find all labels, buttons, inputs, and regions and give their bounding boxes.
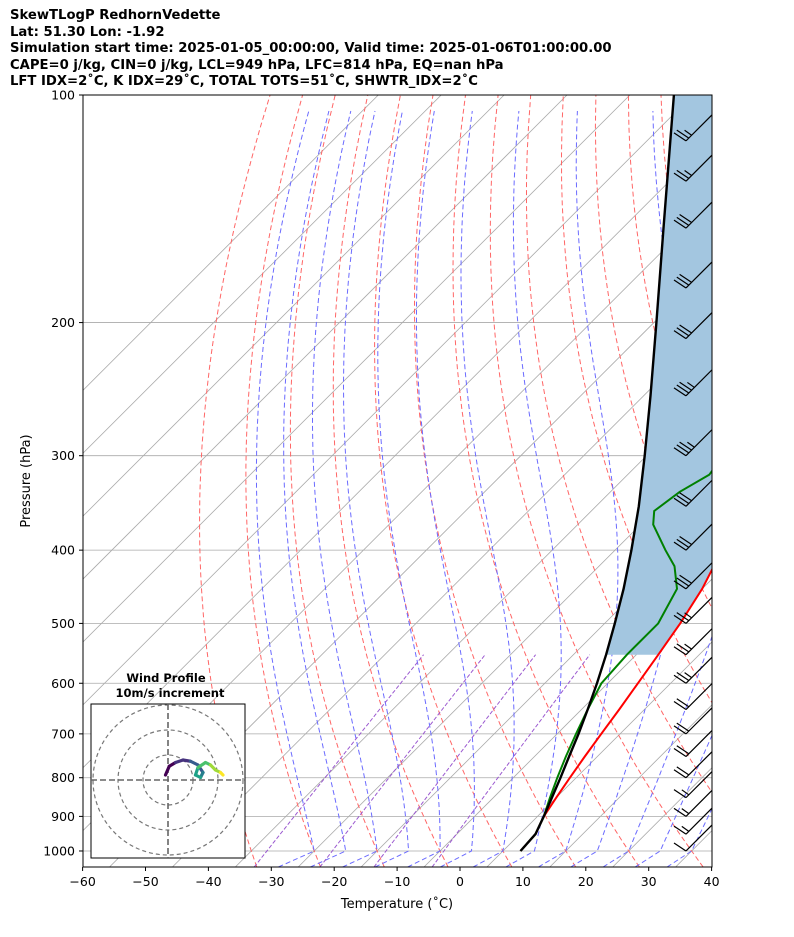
x-tick-label: 30	[641, 874, 657, 889]
wind-barb	[673, 479, 712, 507]
wind-barb	[673, 729, 712, 758]
time-line: Simulation start time: 2025-01-05_00:00:…	[10, 41, 612, 56]
wind-barb	[673, 596, 712, 624]
y-tick-label: 1000	[43, 843, 75, 858]
moist-adiabat	[255, 110, 315, 867]
dry-adiabat	[489, 95, 704, 867]
wind-barb	[673, 682, 712, 711]
x-tick-label: −10	[384, 874, 410, 889]
isotherm-line	[297, 452, 712, 867]
y-axis-label: Pressure (hPa)	[19, 434, 34, 527]
isotherm-line	[83, 95, 694, 706]
mixing-ratio-line	[253, 654, 424, 867]
y-tick-label: 900	[51, 809, 75, 824]
parcel-line	[519, 95, 676, 852]
chart-header: SkewTLogP RedhornVedette Lat: 51.30 Lon:…	[10, 8, 612, 91]
y-tick-label: 300	[51, 448, 75, 463]
isotherm-line	[83, 95, 631, 643]
wind-barb	[673, 114, 712, 142]
indices-line-1: CAPE=0 j/kg, CIN=0 j/kg, LCL=949 hPa, LF…	[10, 57, 504, 73]
wind-barb	[673, 523, 712, 551]
wind-barb	[673, 368, 712, 397]
y-tick-label: 700	[51, 726, 75, 741]
dry-adiabat	[560, 95, 712, 704]
dry-adiabat	[374, 95, 513, 867]
wind-barb	[673, 707, 712, 735]
dry-adiabat	[452, 95, 640, 867]
wind-barb	[673, 261, 712, 289]
wind-barb	[673, 789, 712, 817]
y-tick-label: 400	[51, 543, 75, 558]
mixing-ratio-line	[431, 654, 591, 867]
temperature-line	[519, 567, 712, 852]
moist-adiabat	[343, 110, 410, 867]
wind-barb	[673, 656, 712, 684]
y-tick-label: 800	[51, 770, 75, 785]
dry-adiabat	[526, 95, 712, 794]
wind-barb	[684, 95, 687, 96]
y-tick-label: 600	[51, 676, 75, 691]
isotherm-line	[235, 389, 712, 867]
y-tick-label: 200	[51, 315, 75, 330]
moist-adiabat	[460, 110, 515, 867]
cape-shading	[606, 95, 712, 655]
isotherm-line	[486, 641, 712, 867]
mixing-ratio-line	[373, 654, 536, 867]
moist-adiabat	[505, 110, 562, 867]
isotherm-line	[739, 95, 794, 867]
x-tick-label: 20	[578, 874, 594, 889]
wind-barb	[673, 770, 712, 799]
chart-title: SkewTLogP RedhornVedette	[10, 8, 221, 23]
dewpoint-line	[519, 469, 712, 852]
y-tick-label: 500	[51, 616, 75, 631]
dry-adiabat	[759, 95, 794, 867]
isotherm-line	[360, 515, 712, 867]
x-tick-label: −50	[132, 874, 158, 889]
mixing-ratio-line	[319, 654, 486, 867]
moist-adiabat	[377, 110, 441, 867]
dry-adiabat	[332, 95, 449, 867]
wind-barb	[673, 311, 712, 340]
indices-line-2: LFT IDX=2˚C, K IDX=29˚C, TOTAL TOTS=51˚C…	[10, 74, 478, 89]
x-tick-label: −30	[258, 874, 284, 889]
dry-adiabat	[245, 95, 322, 867]
y-tick-label: 100	[51, 88, 75, 103]
location-line: Lat: 51.30 Lon: -1.92	[10, 24, 165, 40]
isotherm-line	[83, 95, 442, 454]
wind-barb	[673, 750, 712, 779]
x-tick-label: −20	[321, 874, 347, 889]
wind-barb	[673, 154, 712, 182]
moist-adiabat	[416, 110, 475, 867]
wind-barb	[673, 428, 712, 457]
x-axis-label: Temperature (˚C)	[340, 896, 453, 912]
wind-barb	[673, 627, 712, 656]
dry-adiabat	[413, 95, 577, 867]
isotherm-line	[83, 95, 505, 517]
isotherm-line	[172, 326, 712, 867]
inset-subtitle: 10m/s increment	[116, 686, 225, 700]
isotherm-line	[549, 704, 712, 867]
moist-adiabat	[283, 110, 347, 867]
moist-adiabat	[312, 110, 378, 867]
inset-title: Wind Profile	[126, 671, 206, 685]
isotherm-line	[83, 95, 379, 391]
hodograph-segment	[218, 770, 225, 777]
x-tick-label: −40	[195, 874, 221, 889]
wind-barb	[673, 807, 712, 835]
x-tick-label: 10	[515, 874, 531, 889]
wind-barb	[673, 201, 712, 229]
x-tick-label: 0	[456, 874, 464, 889]
isotherm-line	[83, 95, 568, 580]
x-tick-label: −60	[69, 874, 95, 889]
wind-barb	[673, 561, 712, 590]
wind-barb	[673, 824, 712, 852]
dry-adiabat	[726, 95, 794, 867]
x-tick-label: 40	[704, 874, 720, 889]
isotherm-line	[423, 578, 712, 867]
